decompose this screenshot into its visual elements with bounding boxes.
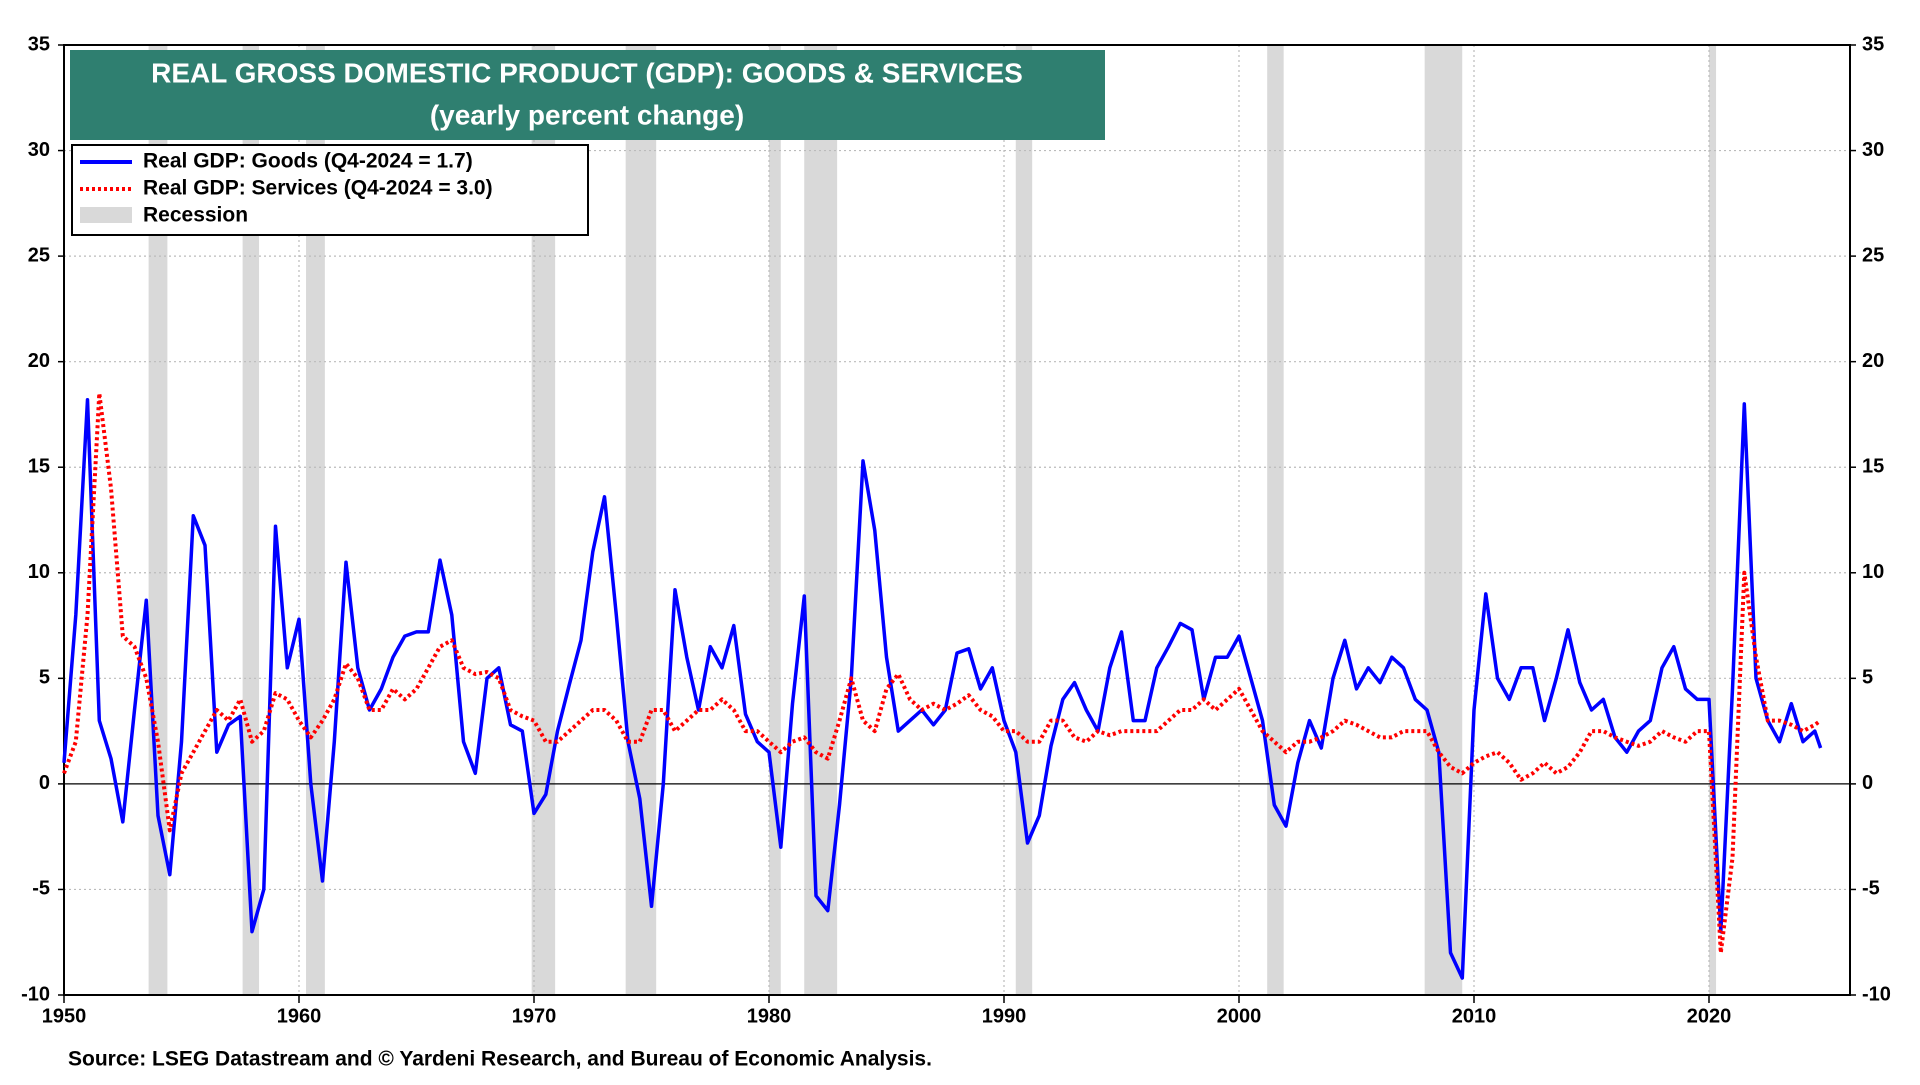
x-tick-label: 1970 bbox=[512, 1005, 557, 1027]
series-line bbox=[62, 391, 1822, 955]
legend-box bbox=[71, 144, 589, 236]
series-line bbox=[62, 397, 1823, 980]
legend-label: Recession bbox=[143, 204, 248, 227]
recession-band bbox=[625, 45, 657, 995]
x-tick-label: 2020 bbox=[1687, 1005, 1732, 1027]
recession-band bbox=[1015, 45, 1033, 995]
y2-tick-label: 0 bbox=[1862, 772, 1873, 794]
recession-band bbox=[804, 45, 838, 995]
y-tick-label: -5 bbox=[32, 878, 50, 900]
recession-band bbox=[769, 45, 781, 995]
legend-label: Real GDP: Goods (Q4-2024 = 1.7) bbox=[143, 150, 473, 173]
y2-tick-label: -5 bbox=[1862, 878, 1880, 900]
recession-band bbox=[1267, 45, 1284, 995]
legend-swatch bbox=[80, 207, 132, 223]
recession-band bbox=[531, 45, 556, 995]
y2-tick-label: 20 bbox=[1862, 350, 1884, 372]
x-tick-label: 1960 bbox=[277, 1005, 322, 1027]
y2-tick-label: 15 bbox=[1862, 456, 1884, 478]
plot-frame bbox=[63, 44, 1851, 996]
y2-tick-label: -10 bbox=[1862, 983, 1891, 1005]
y2-tick-label: 25 bbox=[1862, 244, 1884, 266]
y2-tick-label: 35 bbox=[1862, 33, 1884, 55]
y2-tick-label: 30 bbox=[1862, 139, 1884, 161]
x-tick-label: 2010 bbox=[1452, 1005, 1497, 1027]
y-tick-label: -10 bbox=[21, 983, 50, 1005]
recession-band bbox=[1709, 45, 1717, 995]
chart-title: REAL GROSS DOMESTIC PRODUCT (GDP): GOODS… bbox=[151, 57, 1023, 88]
title-box bbox=[70, 50, 1105, 140]
y2-tick-label: 10 bbox=[1862, 561, 1884, 583]
recession-band bbox=[306, 45, 325, 995]
background-layer bbox=[63, 44, 1850, 996]
source-note: Source: LSEG Datastream and © Yardeni Re… bbox=[68, 1048, 932, 1071]
y-tick-label: 35 bbox=[28, 33, 50, 55]
y-tick-label: 30 bbox=[28, 139, 50, 161]
chart-subtitle: (yearly percent change) bbox=[430, 99, 744, 130]
x-tick-label: 1990 bbox=[982, 1005, 1027, 1027]
y-tick-label: 0 bbox=[39, 772, 50, 794]
x-tick-label: 2000 bbox=[1217, 1005, 1262, 1027]
y-tick-label: 5 bbox=[39, 667, 50, 689]
recession-band bbox=[242, 45, 260, 995]
x-tick-label: 1950 bbox=[42, 1005, 87, 1027]
y2-tick-label: 5 bbox=[1862, 667, 1873, 689]
y-tick-label: 15 bbox=[28, 456, 50, 478]
legend-label: Real GDP: Services (Q4-2024 = 3.0) bbox=[143, 177, 493, 200]
y-tick-label: 20 bbox=[28, 350, 50, 372]
y-tick-label: 10 bbox=[28, 561, 50, 583]
y-tick-label: 25 bbox=[28, 244, 50, 266]
x-tick-label: 1980 bbox=[747, 1005, 792, 1027]
